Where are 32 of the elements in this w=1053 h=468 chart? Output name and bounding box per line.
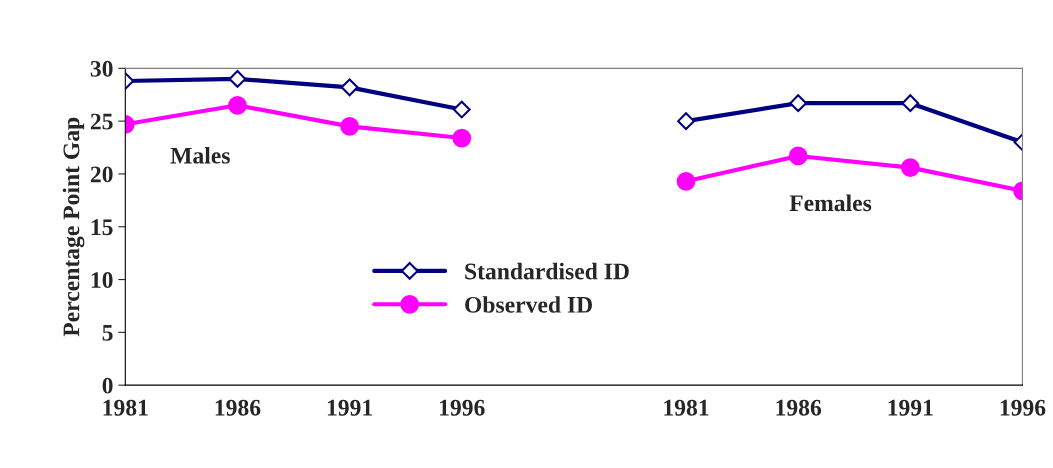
y-tick-label: 5 <box>102 325 113 341</box>
point <box>900 158 920 177</box>
x-tick-label: 1981 <box>664 399 709 416</box>
point <box>340 78 359 97</box>
y-tick-label: 0 <box>102 377 113 394</box>
annotation: Males <box>170 146 230 164</box>
x-tick-label: 1981 <box>103 399 148 416</box>
x-tick-label: 1986 <box>776 399 822 416</box>
point <box>901 94 920 113</box>
y-tick-label: 25 <box>90 113 113 130</box>
y-tick-label: 10 <box>91 272 113 288</box>
x-tick-label: 1996 <box>440 399 485 416</box>
legend-label: Standardised ID <box>465 262 629 280</box>
x-tick-label: 1986 <box>215 399 261 416</box>
annotation: Females <box>789 194 872 212</box>
point <box>340 117 359 136</box>
point <box>228 95 247 115</box>
x-tick-label: 1996 <box>1000 399 1046 416</box>
point <box>677 112 695 131</box>
x-tick-label: 1991 <box>327 399 372 416</box>
y-tick-label: 30 <box>90 60 113 77</box>
point <box>788 146 808 166</box>
point <box>228 69 247 88</box>
y-axis-title: Percentage Point Gap <box>62 117 85 337</box>
point <box>789 94 808 113</box>
x-tick-label: 1991 <box>888 399 933 416</box>
point <box>452 100 471 119</box>
y-tick-label: 20 <box>90 166 113 183</box>
point <box>452 128 472 148</box>
point <box>676 171 696 191</box>
y-tick-label: 15 <box>91 219 113 236</box>
legend-label: Observed ID <box>465 296 593 313</box>
